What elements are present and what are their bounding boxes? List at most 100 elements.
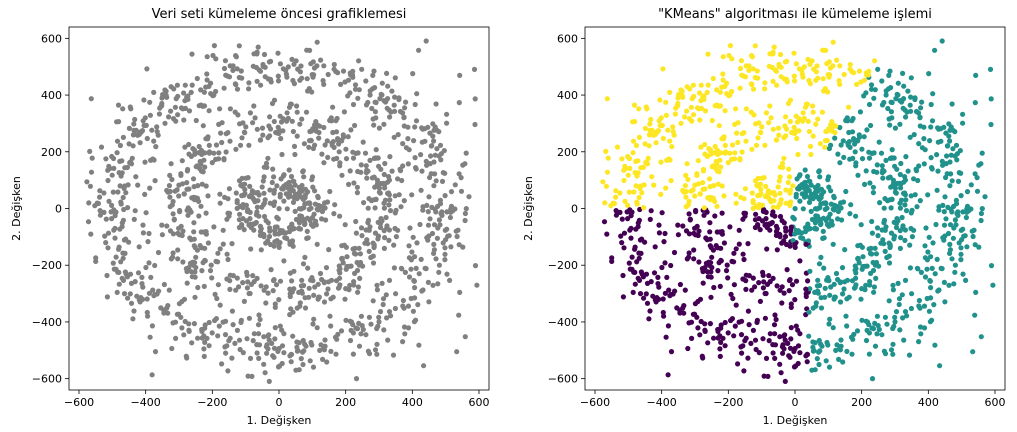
data-point (731, 250, 737, 256)
data-point (252, 115, 258, 121)
x-tick-label: 200 (335, 396, 356, 409)
data-point (386, 190, 392, 196)
data-point (724, 262, 730, 268)
data-point (863, 318, 869, 324)
data-point (868, 86, 875, 92)
data-point (116, 244, 122, 250)
data-point (257, 228, 264, 235)
data-point (940, 162, 946, 168)
data-point (926, 308, 933, 314)
data-point (894, 216, 900, 222)
data-point (443, 237, 449, 243)
data-point (869, 251, 875, 257)
data-point (299, 116, 305, 122)
data-point (149, 127, 155, 133)
data-point (381, 200, 387, 206)
data-point (697, 332, 703, 338)
data-point (643, 160, 649, 166)
data-point (321, 160, 327, 166)
data-point (685, 345, 691, 352)
data-point (787, 243, 793, 249)
data-point (859, 266, 865, 272)
data-point (277, 323, 283, 329)
data-point (392, 305, 398, 312)
data-point (874, 313, 881, 319)
data-point (763, 355, 770, 361)
data-point (287, 353, 293, 359)
data-point (149, 323, 155, 329)
data-point (653, 299, 659, 305)
data-point (949, 101, 955, 107)
data-point (170, 198, 176, 205)
data-point (815, 277, 821, 283)
data-point (791, 124, 797, 130)
data-point (289, 56, 295, 63)
data-point (669, 144, 675, 150)
data-point (861, 77, 868, 83)
data-point (889, 99, 895, 106)
data-point (805, 221, 811, 227)
data-point (324, 291, 330, 297)
data-point (731, 259, 737, 265)
data-point (659, 210, 665, 216)
data-point (241, 298, 247, 304)
data-point (223, 318, 229, 324)
data-point (340, 260, 346, 266)
data-point (356, 245, 362, 251)
data-point (355, 289, 361, 295)
data-point (732, 150, 738, 156)
data-point (795, 343, 802, 349)
data-point (614, 144, 621, 150)
data-point (436, 217, 442, 223)
data-point (290, 188, 296, 194)
data-point (381, 121, 387, 127)
data-point (462, 210, 468, 217)
data-point (376, 125, 382, 131)
data-point (859, 317, 865, 323)
data-point (119, 170, 125, 176)
data-point (918, 331, 924, 337)
data-point (374, 351, 380, 357)
data-point (790, 183, 796, 189)
data-point (703, 235, 709, 241)
data-point (275, 73, 281, 79)
data-point (297, 189, 303, 195)
data-point (275, 130, 281, 136)
data-point (246, 86, 252, 92)
data-point (181, 191, 187, 197)
data-point (185, 205, 191, 211)
data-point (298, 213, 305, 219)
data-point (853, 213, 859, 219)
data-point (783, 187, 789, 193)
data-point (785, 179, 791, 186)
data-point (792, 244, 798, 250)
data-point (217, 191, 223, 197)
x-tick-label: −600 (64, 396, 94, 409)
data-point (739, 149, 745, 155)
data-point (127, 104, 133, 110)
data-point (379, 80, 385, 86)
data-point (792, 297, 798, 303)
data-point (238, 319, 244, 325)
data-point (192, 294, 198, 300)
data-point (315, 207, 321, 213)
data-point (779, 240, 785, 246)
data-point (110, 189, 116, 195)
data-point (373, 99, 379, 106)
data-point (814, 283, 821, 289)
data-point (807, 226, 813, 232)
data-point (405, 161, 411, 167)
data-point (347, 318, 353, 324)
x-tick-label: 400 (918, 396, 939, 409)
data-point (462, 334, 468, 340)
data-point (353, 230, 359, 236)
data-point (654, 129, 660, 135)
data-point (869, 230, 876, 236)
data-point (305, 200, 311, 206)
data-point (428, 153, 434, 159)
data-point (176, 193, 182, 199)
data-point (613, 194, 619, 200)
data-point (728, 291, 734, 297)
data-point (796, 66, 803, 72)
data-point (306, 144, 312, 150)
